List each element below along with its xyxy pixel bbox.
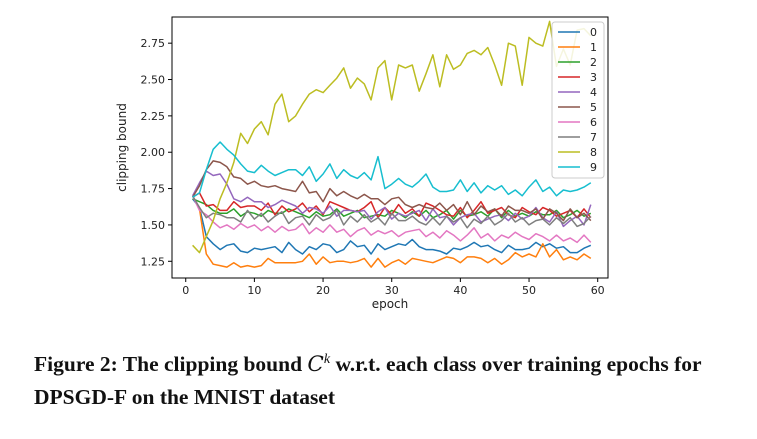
caption-suffix: w.r.t. each class over training epochs f… xyxy=(34,352,702,410)
caption-prefix: Figure 2: The clipping bound xyxy=(34,352,308,377)
series-line-6 xyxy=(191,195,592,244)
x-axis-ticks: 0 10 20 30 40 50 60 xyxy=(182,278,605,297)
y-tick-label: 1.25 xyxy=(141,255,166,268)
series-line-5 xyxy=(191,160,592,222)
y-tick-label: 1.75 xyxy=(141,183,166,196)
legend-label-4: 4 xyxy=(590,86,597,99)
x-axis-label: epoch xyxy=(372,297,409,311)
x-tick-label: 60 xyxy=(591,284,605,297)
series-line-9 xyxy=(192,141,592,198)
y-tick-label: 2.50 xyxy=(141,74,166,87)
y-tick-label: 2.75 xyxy=(141,37,166,50)
y-tick-label: 1.50 xyxy=(141,219,166,232)
y-axis-label: clipping bound xyxy=(115,103,129,192)
series-line-0 xyxy=(192,198,592,255)
legend-label-9: 9 xyxy=(590,161,597,174)
series-line-7 xyxy=(191,195,592,229)
legend-label-1: 1 xyxy=(590,41,597,54)
plot-area-frame xyxy=(171,16,609,279)
x-tick-label: 30 xyxy=(385,284,399,297)
y-axis-ticks: 1.25 1.50 1.75 2.00 2.25 2.50 2.75 xyxy=(141,37,172,268)
figure-caption: Figure 2: The clipping bound Ck w.r.t. e… xyxy=(34,343,734,414)
x-tick-label: 50 xyxy=(522,284,536,297)
y-tick-label: 2.25 xyxy=(141,110,166,123)
x-tick-label: 0 xyxy=(182,284,189,297)
series-line-4 xyxy=(191,170,592,228)
legend-label-8: 8 xyxy=(590,146,597,159)
legend-label-2: 2 xyxy=(590,56,597,69)
y-tick-label: 2.00 xyxy=(141,146,166,159)
caption-symbol: C xyxy=(307,352,324,378)
legend: 0 1 2 3 4 5 6 7 8 9 xyxy=(551,21,605,179)
legend-label-3: 3 xyxy=(590,71,597,84)
legend-box xyxy=(551,21,605,179)
legend-label-7: 7 xyxy=(590,131,597,144)
x-tick-label: 10 xyxy=(247,284,261,297)
legend-label-0: 0 xyxy=(590,26,597,39)
x-tick-label: 20 xyxy=(316,284,330,297)
x-tick-label: 40 xyxy=(453,284,467,297)
clipping-bound-chart: 0 10 20 30 40 50 60 1.251.501.752.002.252.502.… xyxy=(115,16,609,311)
series-line-1 xyxy=(191,195,592,268)
series-line-8 xyxy=(192,20,592,254)
legend-label-6: 6 xyxy=(590,116,597,129)
series-lines xyxy=(191,20,592,268)
legend-label-5: 5 xyxy=(590,101,597,114)
caption-superscript: k xyxy=(323,352,331,367)
